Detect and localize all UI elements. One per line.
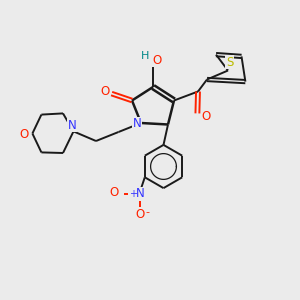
Text: O: O [136,208,145,221]
Text: O: O [100,85,109,98]
Text: O: O [20,128,28,141]
Text: -: - [146,207,150,218]
Text: N: N [136,187,145,200]
Text: O: O [152,53,161,67]
Text: +: + [129,189,137,199]
Text: N: N [133,117,142,130]
Text: O: O [201,110,210,124]
Text: H: H [140,51,149,62]
Text: N: N [68,119,76,132]
Text: S: S [226,56,233,69]
Text: O: O [110,186,119,199]
